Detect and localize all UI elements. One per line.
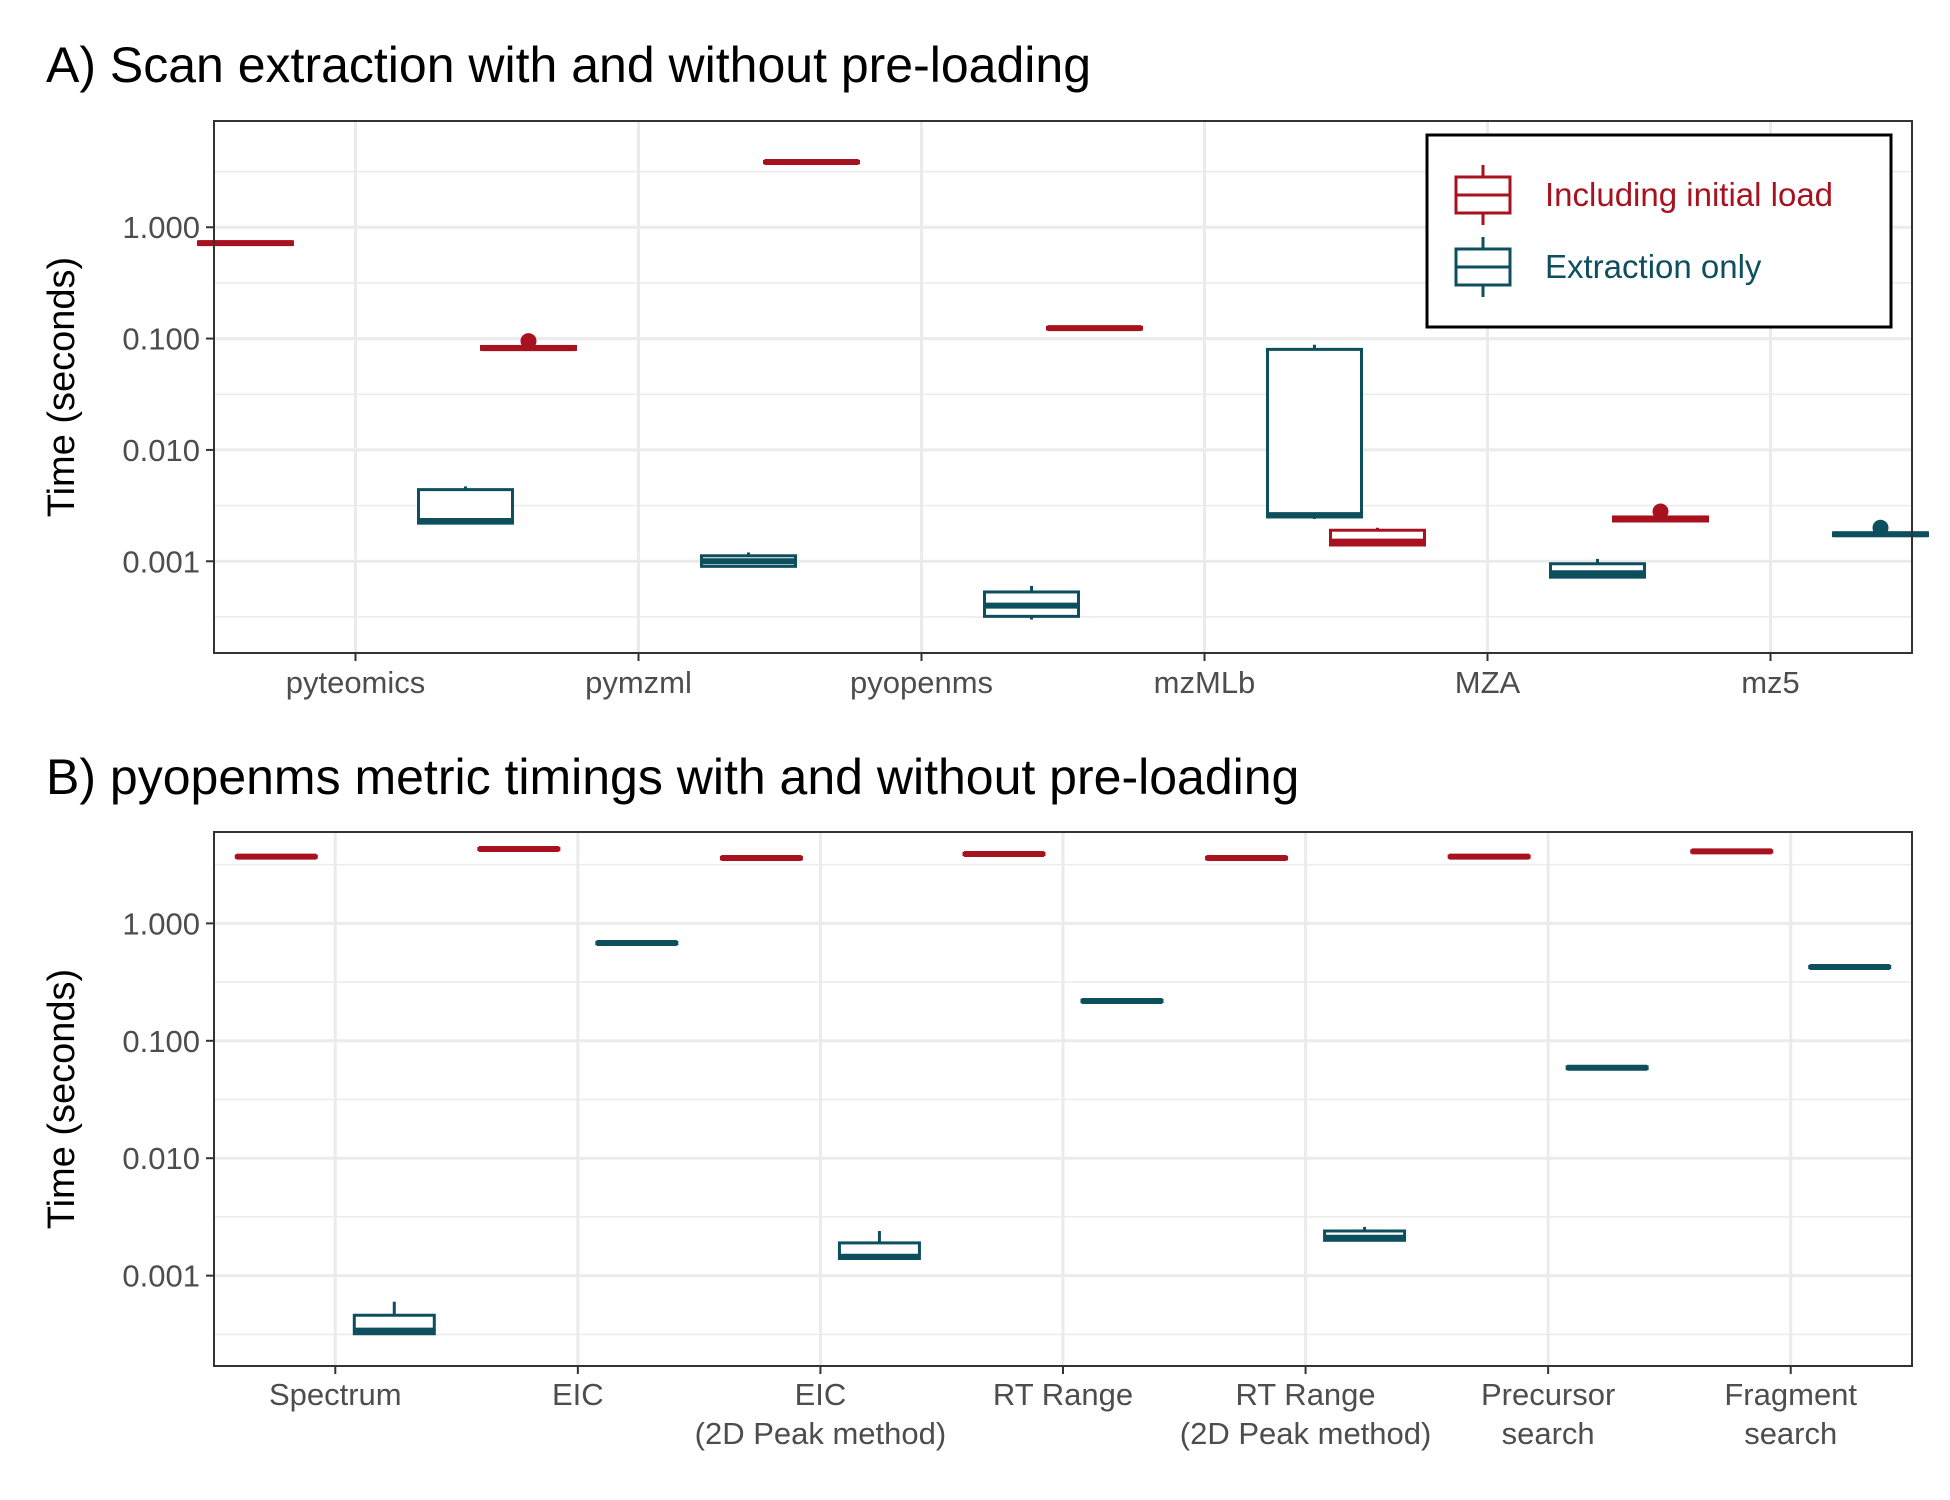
chart-title: B) pyopenms metric timings with and with… bbox=[46, 749, 1299, 805]
box-including bbox=[1046, 325, 1143, 332]
legend-box bbox=[1425, 133, 1893, 329]
box-extraction bbox=[1323, 1226, 1407, 1242]
panel-border bbox=[213, 120, 1913, 654]
box-including bbox=[1690, 848, 1774, 855]
box-extraction bbox=[1808, 964, 1892, 971]
legend: Including initial load Extraction only bbox=[1425, 133, 1893, 329]
outlier-point bbox=[1872, 519, 1889, 536]
box-including bbox=[719, 855, 803, 862]
y-tick-label: 0.100 bbox=[122, 322, 200, 357]
x-tick-label: mzMLb bbox=[1154, 665, 1256, 700]
box-including bbox=[197, 240, 294, 247]
x-tick-label: EIC bbox=[795, 1377, 847, 1412]
x-tick-label: Fragment bbox=[1724, 1377, 1857, 1412]
panel-border bbox=[213, 831, 1913, 1367]
x-tick-label: EIC bbox=[552, 1377, 604, 1412]
legend-label: Extraction only bbox=[1545, 248, 1762, 285]
box-including bbox=[1612, 503, 1709, 523]
box-extraction bbox=[595, 940, 679, 947]
x-tick-label: search bbox=[1744, 1416, 1837, 1451]
box-body bbox=[417, 488, 514, 525]
x-tick-label: pyopenms bbox=[850, 665, 993, 700]
box-including bbox=[477, 845, 561, 852]
box-extraction bbox=[1080, 998, 1164, 1005]
panel-a-chart: A) Scan extraction with and without pre-… bbox=[41, 37, 1929, 700]
x-tick-label: RT Range bbox=[993, 1377, 1133, 1412]
outlier-point bbox=[1652, 503, 1669, 520]
x-tick-label: RT Range bbox=[1235, 1377, 1375, 1412]
box-body bbox=[1266, 347, 1363, 519]
box-extraction bbox=[352, 1301, 436, 1336]
legend-label: Including initial load bbox=[1545, 176, 1833, 213]
y-tick-label: 0.010 bbox=[122, 433, 200, 468]
box-including bbox=[1447, 853, 1531, 860]
box-including bbox=[234, 853, 318, 860]
x-tick-label: Precursor bbox=[1481, 1377, 1615, 1412]
x-tick-label: pyteomics bbox=[286, 665, 426, 700]
y-tick-label: 0.100 bbox=[122, 1024, 200, 1059]
y-tick-label: 1.000 bbox=[122, 906, 200, 941]
box-including bbox=[1329, 527, 1426, 547]
x-tick-label: Spectrum bbox=[269, 1377, 402, 1412]
y-tick-label: 0.010 bbox=[122, 1141, 200, 1176]
y-axis-label: Time (seconds) bbox=[41, 257, 83, 517]
y-tick-label: 0.001 bbox=[122, 544, 200, 579]
box-including bbox=[763, 159, 860, 166]
box-extraction bbox=[417, 486, 514, 525]
chart-title: A) Scan extraction with and without pre-… bbox=[46, 37, 1091, 93]
y-tick-label: 0.001 bbox=[122, 1259, 200, 1294]
y-axis-label: Time (seconds) bbox=[41, 969, 83, 1229]
box-including bbox=[962, 850, 1046, 857]
box-extraction bbox=[700, 552, 797, 568]
box-extraction bbox=[1266, 344, 1363, 519]
y-tick-label: 1.000 bbox=[122, 210, 200, 245]
box-extraction bbox=[1565, 1064, 1649, 1071]
box-including bbox=[1205, 855, 1289, 862]
x-tick-label: pymzml bbox=[585, 665, 692, 700]
box-including bbox=[480, 333, 577, 352]
x-tick-label: search bbox=[1502, 1416, 1595, 1451]
x-tick-label: (2D Peak method) bbox=[1180, 1416, 1432, 1451]
legend-key-icon bbox=[1454, 237, 1512, 297]
box-extraction bbox=[837, 1230, 921, 1260]
x-tick-label: MZA bbox=[1455, 665, 1521, 700]
box-extraction bbox=[983, 585, 1080, 620]
panel-b-chart: B) pyopenms metric timings with and with… bbox=[41, 749, 1913, 1451]
legend-key-icon bbox=[1454, 165, 1512, 225]
x-tick-label: (2D Peak method) bbox=[695, 1416, 947, 1451]
box-extraction bbox=[1549, 558, 1646, 579]
outlier-point bbox=[520, 333, 537, 350]
x-tick-label: mz5 bbox=[1741, 665, 1800, 700]
